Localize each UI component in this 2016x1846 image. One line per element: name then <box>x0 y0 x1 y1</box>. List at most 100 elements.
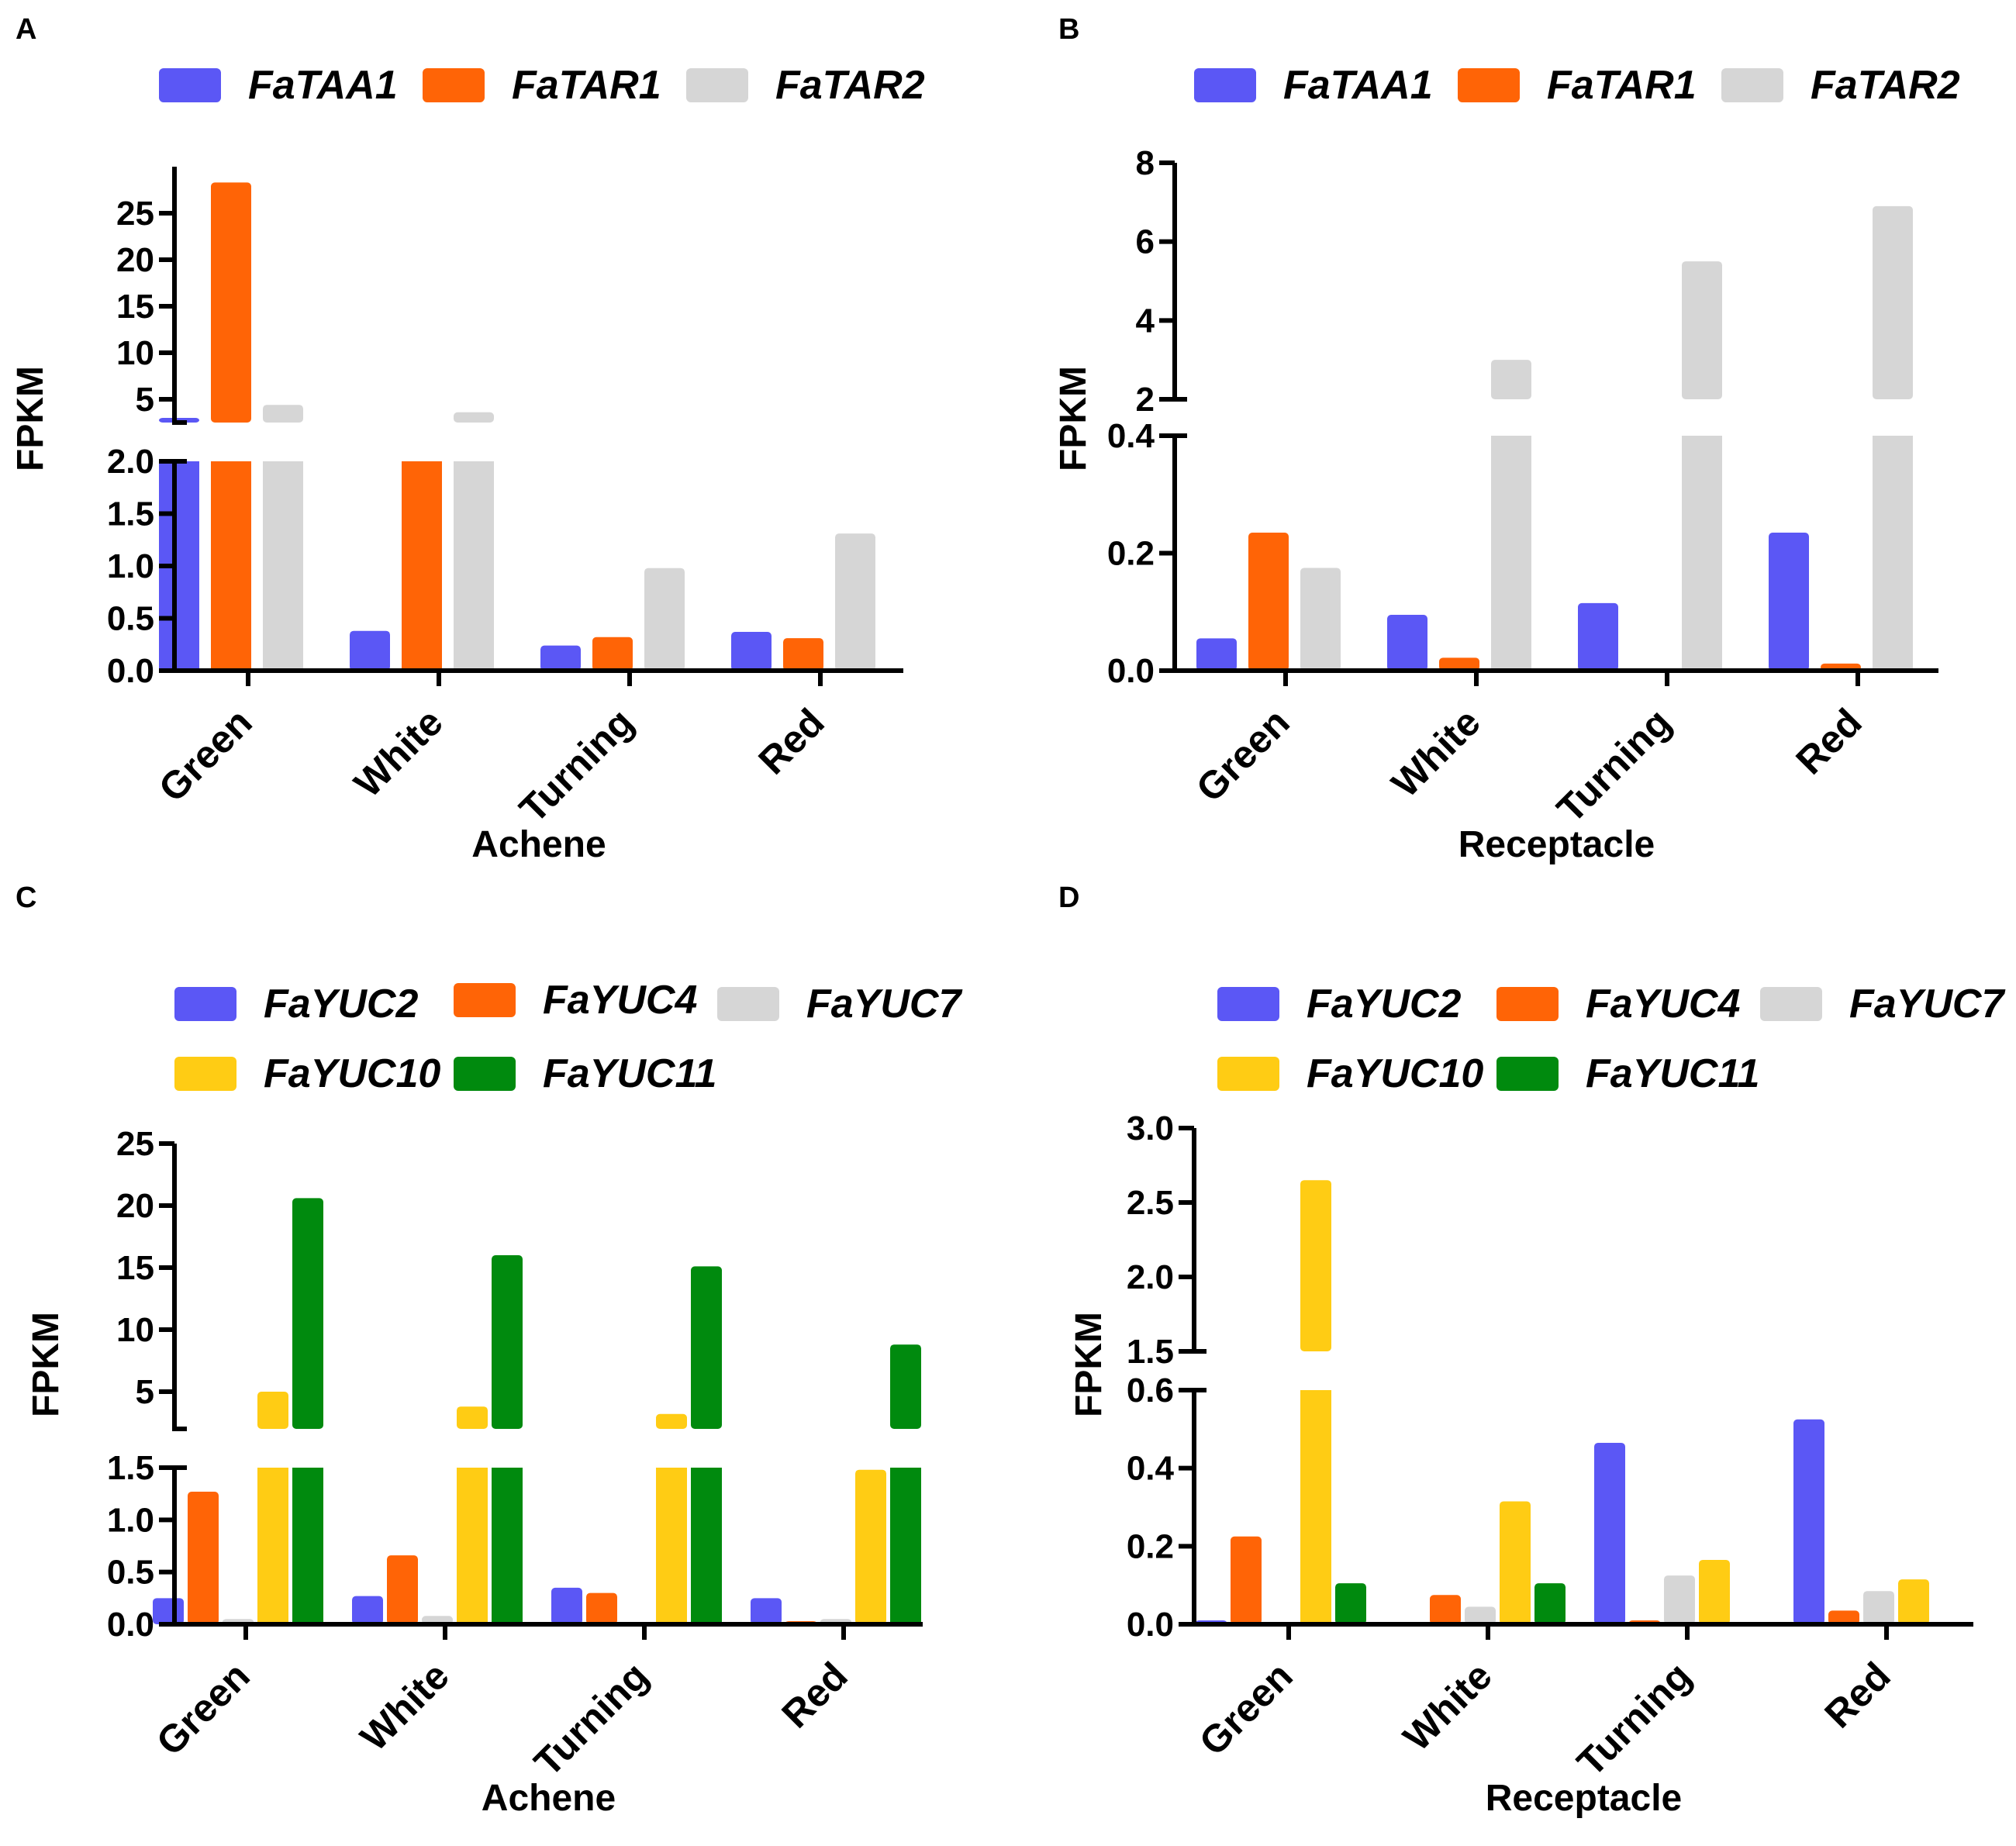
y-tick-label: 2.5 <box>1127 1184 1174 1222</box>
legend-swatch <box>423 68 485 102</box>
y-tick-label: 0.4 <box>1127 1450 1175 1488</box>
legend-swatch <box>1496 1057 1559 1091</box>
x-category-label: White <box>1395 1654 1500 1759</box>
x-category-label: Turning <box>526 1654 657 1785</box>
x-category-label: Turning <box>1569 1654 1700 1785</box>
bar <box>656 1468 687 1624</box>
x-axis-title: Receptacle <box>1486 1778 1682 1819</box>
x-category-label: Red <box>750 700 832 782</box>
legend-swatch <box>1458 68 1520 102</box>
bar <box>1500 1501 1531 1624</box>
x-axis-title: Achene <box>471 824 606 865</box>
bar-upper <box>1491 360 1531 399</box>
bar-upper <box>890 1344 921 1429</box>
x-axis-title: Achene <box>482 1778 616 1819</box>
x-category-label: Green <box>148 1654 258 1764</box>
bar-upper <box>656 1413 687 1429</box>
bar-upper <box>257 1392 288 1429</box>
legend-swatch <box>1194 68 1256 102</box>
y-tick-label: 15 <box>116 1249 154 1287</box>
y-tick-label: 2 <box>1136 381 1155 419</box>
y-tick-label: 5 <box>136 381 154 419</box>
y-axis-title: FPKM <box>26 1312 67 1417</box>
panel-label: B <box>1058 13 1079 46</box>
legend-swatch <box>717 987 779 1021</box>
bar <box>1793 1419 1824 1624</box>
bar <box>691 1468 722 1624</box>
y-tick-label: 0.2 <box>1127 1527 1174 1565</box>
x-category-label: Green <box>150 700 261 810</box>
y-tick-label: 20 <box>116 241 154 279</box>
bar <box>644 568 685 671</box>
bar <box>1664 1575 1695 1624</box>
legend-swatch <box>1217 987 1279 1021</box>
bar <box>1863 1591 1894 1624</box>
legend-label: FaYUC10 <box>264 1051 440 1096</box>
y-tick-label: 0.0 <box>107 652 154 690</box>
y-tick-label: 5 <box>136 1373 154 1411</box>
bar <box>1769 532 1809 671</box>
y-tick-label: 0.6 <box>1127 1372 1174 1410</box>
bar <box>1873 436 1913 671</box>
legend-label: FaYUC4 <box>543 978 697 1023</box>
y-tick-label: 20 <box>116 1187 154 1225</box>
legend-label: FaTAR1 <box>512 63 661 108</box>
y-tick-label: 6 <box>1136 223 1155 261</box>
legend-label: FaTAA1 <box>1283 63 1433 108</box>
legend-label: FaTAR2 <box>1811 63 1960 108</box>
y-tick-label: 1.5 <box>107 495 154 533</box>
bar <box>1231 1536 1262 1624</box>
bar <box>402 461 442 671</box>
bar <box>1387 615 1427 671</box>
bar <box>1430 1595 1461 1624</box>
panel-label: D <box>1058 882 1079 914</box>
y-tick-label: 3.0 <box>1127 1109 1174 1147</box>
x-category-label: Turning <box>1548 700 1679 831</box>
bar <box>1196 638 1237 671</box>
y-tick-label: 15 <box>116 288 154 326</box>
y-tick-label: 1.5 <box>107 1449 154 1487</box>
bar <box>855 1469 886 1624</box>
bar <box>1594 1442 1625 1624</box>
bar <box>454 461 494 671</box>
y-axis-title: FPKM <box>1068 1312 1110 1417</box>
y-tick-label: 2.0 <box>1127 1258 1174 1296</box>
y-tick-label: 4 <box>1136 302 1155 340</box>
bar-upper <box>211 182 251 423</box>
legend-swatch <box>174 987 236 1021</box>
x-category-label: Green <box>1188 700 1298 810</box>
y-tick-label: 8 <box>1136 144 1155 182</box>
x-category-label: Red <box>773 1654 855 1736</box>
legend-swatch <box>1496 987 1559 1021</box>
bar <box>540 645 581 671</box>
bar <box>551 1587 582 1624</box>
bar <box>751 1598 782 1624</box>
bar <box>1439 657 1479 671</box>
legend-label: FaTAR2 <box>775 63 925 108</box>
y-tick-label: 0.0 <box>1127 1606 1174 1644</box>
legend-swatch <box>1217 1057 1279 1091</box>
bar <box>890 1468 921 1624</box>
bar-upper <box>1873 205 1913 399</box>
panel-b: B FaTAA1 FaTAR1 FaTAR2 0.0 0.2 0.42 4 6 8 Green Whi… <box>1053 13 1960 865</box>
bar <box>1699 1559 1730 1624</box>
legend-label: FaYUC11 <box>543 1051 716 1096</box>
bar-upper <box>263 405 303 423</box>
x-category-label: Turning <box>511 700 642 831</box>
y-tick-label: 25 <box>116 1125 154 1163</box>
bar <box>586 1592 617 1624</box>
bar <box>1534 1583 1566 1624</box>
legend-label: FaYUC4 <box>1586 982 1740 1027</box>
bar <box>457 1468 488 1624</box>
bar <box>783 638 823 671</box>
bar <box>1465 1606 1496 1624</box>
legend-swatch <box>159 68 221 102</box>
bar-upper <box>454 412 494 423</box>
bar <box>292 1468 323 1624</box>
legend-label: FaYUC11 <box>1586 1051 1759 1096</box>
x-category-label: White <box>346 700 451 806</box>
x-category-label: Red <box>1787 700 1869 782</box>
bar <box>1300 1390 1331 1624</box>
legend-swatch <box>686 68 748 102</box>
bar <box>188 1491 219 1624</box>
